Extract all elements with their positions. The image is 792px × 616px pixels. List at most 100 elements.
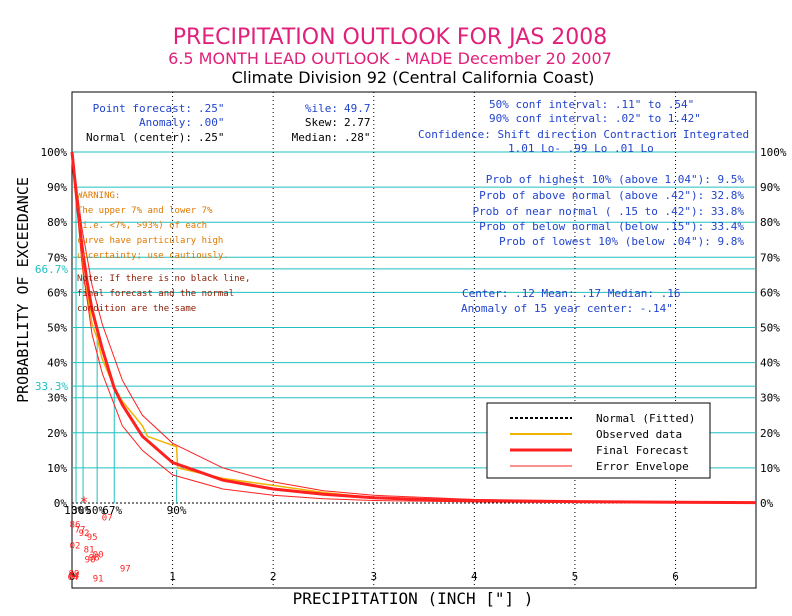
y-axis-label: PROBABILITY OF EXCEEDANCE: [14, 177, 32, 403]
legend-label-observed: Observed data: [596, 428, 682, 441]
observed-year-label: 97: [120, 565, 131, 575]
y-tick-label-right: 70%: [760, 251, 780, 264]
skew-label: Skew:: [305, 116, 338, 129]
prob-below-normal: Prob of below normal (below .15"): 33.4%: [479, 220, 744, 233]
x-tick-label: 3: [370, 570, 377, 583]
note-line: Note: If there is no black line,: [77, 274, 250, 284]
x-tick-label: 0: [69, 570, 76, 583]
series-line: [71, 151, 757, 503]
observed-year-label: 90: [85, 556, 96, 566]
y-tick-label-right: 100%: [760, 146, 787, 159]
observed-year-label: 89: [69, 570, 80, 580]
warning-line: WARNING:: [77, 191, 120, 201]
prob-highest-10: Prob of highest 10% (above 1.04"): 9.5%: [486, 173, 745, 186]
x-axis-label: PRECIPITATION (INCH ["] ): [293, 589, 534, 608]
y-tick-label-right: 10%: [760, 462, 780, 475]
reference-label: 33.3%: [35, 380, 68, 393]
series-line: [70, 151, 757, 505]
normal-center-value: .25": [198, 131, 225, 144]
note-line: final forecast and the normal: [77, 289, 234, 299]
y-tick-label-left: 20%: [47, 427, 67, 440]
anomaly-15yr: Anomaly of 15 year center: -.14": [461, 302, 673, 315]
warning-line: The upper 7% and lower 7%: [77, 206, 213, 216]
observed-year-label: 91: [93, 574, 104, 584]
prob-above-normal: Prob of above normal (above .42"): 32.8%: [479, 189, 744, 202]
x-tick-label: 4: [471, 570, 478, 583]
y-tick-label-left: 80%: [47, 216, 67, 229]
point-forecast-label: Point forecast:: [93, 102, 192, 115]
y-tick-label-right: 60%: [760, 286, 780, 299]
chart-subtitle: 6.5 MONTH LEAD OUTLOOK - MADE December 2…: [168, 49, 612, 68]
percentile-label: 67%: [102, 504, 122, 517]
note-line: condition are the same: [77, 304, 196, 314]
stats-left: Point forecast: .25" Anomaly: .00" Norma…: [86, 102, 224, 144]
y-tick-label-right: 50%: [760, 322, 780, 335]
x-tick-label: 2: [270, 570, 277, 583]
legend-label-normal: Normal (Fitted): [596, 412, 695, 425]
observed-year-label: 86: [70, 521, 81, 531]
warning-line: uncertainty; use cautiously.: [77, 251, 229, 261]
note-block: Note: If there is no black line, final f…: [77, 274, 250, 314]
probability-block: Prob of highest 10% (above 1.04"): 9.5% …: [461, 173, 744, 315]
warning-line: curve have particulary high: [77, 236, 223, 246]
percentile-label: 10%: [64, 504, 84, 517]
normal-center-label: Normal (center):: [86, 131, 192, 144]
y-tick-label-right: 80%: [760, 216, 780, 229]
series-line: [71, 151, 757, 504]
y-tick-label-left: 50%: [47, 322, 67, 335]
x-tick-label: 5: [572, 570, 579, 583]
percentile-label: 50%: [85, 504, 105, 517]
center-mean-median: Center: .12 Mean: .17 Median: .16: [462, 287, 681, 300]
y-tick-label-left: 100%: [41, 146, 68, 159]
reference-label: 66.7%: [35, 263, 68, 276]
median-value: .28": [344, 131, 371, 144]
point-forecast-value: .25": [198, 102, 225, 115]
warning-block: WARNING: The upper 7% and lower 7% (i.e.…: [77, 191, 229, 261]
y-tick-label-right: 40%: [760, 357, 780, 370]
observed-year-label: 98: [89, 553, 100, 563]
legend: Normal (Fitted) Observed data Final Fore…: [486, 402, 711, 479]
x-tick-label: 6: [672, 570, 679, 583]
observed-year-label: 04: [68, 573, 79, 583]
y-tick-label-left: 60%: [47, 286, 67, 299]
percentile-label: %ile:: [305, 102, 338, 115]
confidence-values: 1.01 Lo- .99 Lo .01 Lo: [508, 142, 654, 155]
warning-line: (i.e. <7%, >93%) of each: [77, 221, 207, 231]
y-tick-label-left: 30%: [47, 392, 67, 405]
y-tick-label-left: 90%: [47, 181, 67, 194]
stats-mid: %ile: 49.7 Skew: 2.77 Median: .28": [292, 102, 371, 144]
observed-year-label: 81: [84, 546, 95, 556]
observed-year-label: 00: [93, 551, 104, 561]
plot-frame: [71, 91, 757, 589]
observed-year-label: 92: [79, 529, 90, 539]
y-tick-label-left: 70%: [47, 251, 67, 264]
prob-near-normal: Prob of near normal ( .15 to .42"): 33.8…: [472, 205, 744, 218]
observed-year-label: 02: [70, 542, 81, 552]
observed-year-label: 95: [87, 533, 98, 543]
conf-interval-90: 90% conf interval: .02" to 1.42": [489, 112, 701, 125]
division-label: Climate Division 92 (Central California …: [232, 68, 595, 87]
x-tick-label: 1: [169, 570, 176, 583]
point-forecast-marker: *: [80, 495, 88, 511]
percentile-label: 90%: [167, 504, 187, 517]
y-tick-label-right: 0%: [760, 497, 774, 510]
percentile-label: 30%: [71, 504, 91, 517]
observed-year-label: 77: [75, 525, 86, 535]
median-label: Median:: [292, 131, 338, 144]
percentile-value: 49.7: [344, 102, 371, 115]
observed-year-label: 94: [69, 572, 80, 582]
confidence-block: 50% conf interval: .11" to .54" 90% conf…: [418, 98, 749, 155]
anomaly-value: .00": [198, 116, 225, 129]
y-tick-label-left: 0%: [54, 497, 68, 510]
legend-label-envelope: Error Envelope: [596, 460, 689, 473]
y-tick-label-right: 30%: [760, 392, 780, 405]
confidence-header: Confidence: Shift direction Contraction …: [418, 128, 749, 141]
chart-title: PRECIPITATION OUTLOOK FOR JAS 2008: [173, 25, 608, 50]
prob-lowest-10: Prob of lowest 10% (below .04"): 9.8%: [499, 235, 744, 248]
legend-label-forecast: Final Forecast: [596, 444, 689, 457]
y-tick-label-left: 40%: [47, 357, 67, 370]
conf-interval-50: 50% conf interval: .11" to .54": [489, 98, 694, 111]
